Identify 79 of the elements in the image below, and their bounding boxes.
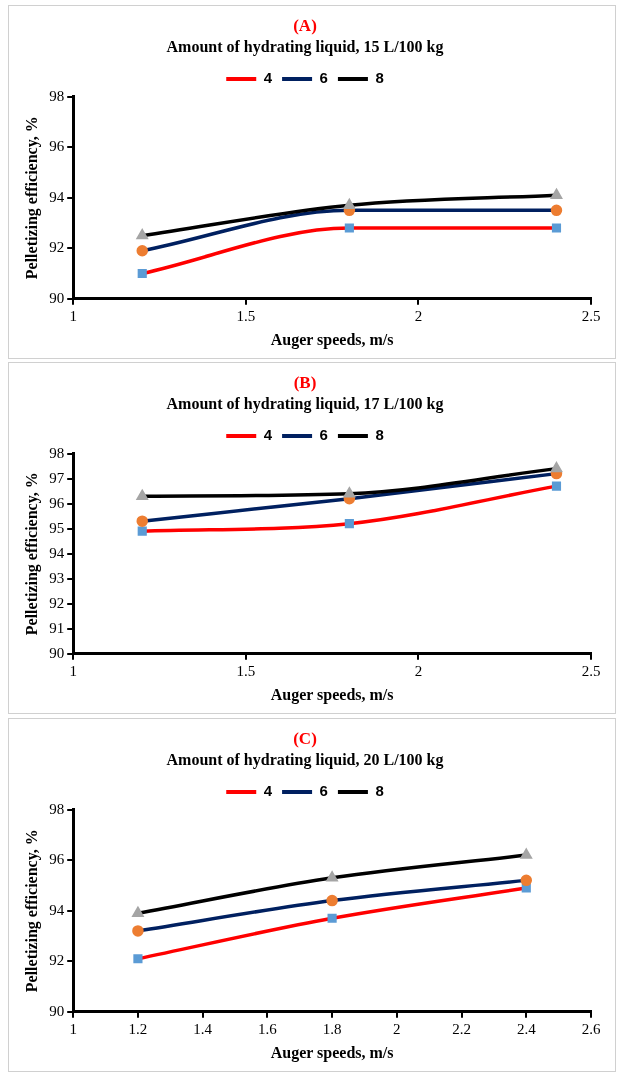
point	[327, 913, 337, 923]
y-tick-label: 90	[49, 1002, 65, 1019]
y-tick-label: 95	[49, 519, 65, 536]
point	[551, 223, 562, 233]
point	[344, 199, 355, 210]
point	[551, 189, 562, 199]
y-tick-label: 97	[49, 469, 65, 486]
point	[344, 223, 354, 233]
y-tick-label: 90	[49, 644, 65, 661]
y-tick-label: 94	[49, 544, 65, 561]
point	[136, 245, 148, 257]
point	[133, 954, 143, 964]
y-axis-title: Pelletizing efficiency, %	[22, 116, 41, 280]
legend-label: 6	[319, 426, 328, 444]
x-tick-label: 2.2	[452, 1020, 471, 1037]
chart-title: (B)	[293, 372, 317, 392]
y-tick-label: 94	[49, 188, 65, 205]
x-tick-label: 1.2	[128, 1020, 148, 1037]
legend-label: 4	[263, 426, 273, 444]
x-tick-label: 1	[69, 307, 77, 324]
point	[132, 925, 144, 937]
y-tick-label: 94	[49, 901, 65, 918]
point	[344, 519, 354, 529]
y-tick-label: 90	[49, 289, 65, 306]
chart-subtitle: Amount of hydrating liquid, 20 L/100 kg	[166, 751, 444, 770]
point	[520, 874, 533, 887]
y-tick-label: 96	[49, 138, 65, 155]
y-tick-label: 92	[49, 952, 65, 969]
point	[551, 462, 562, 473]
legend-label: 8	[375, 69, 384, 87]
chart-subtitle: Amount of hydrating liquid, 15 L/100 kg	[166, 38, 444, 57]
point	[551, 481, 562, 491]
x-tick-label: 1.6	[258, 1020, 278, 1037]
point	[550, 204, 563, 217]
chart-title: (C)	[293, 728, 317, 748]
x-axis-title: Auger speeds, m/s	[270, 330, 394, 349]
y-tick-label: 93	[49, 569, 65, 586]
x-tick-label: 2	[414, 307, 423, 324]
point	[137, 526, 147, 536]
y-tick-label: 96	[49, 851, 65, 868]
point	[137, 229, 148, 240]
x-tick-label: 1.5	[236, 307, 256, 324]
point	[326, 894, 338, 907]
point	[521, 883, 531, 893]
x-axis-title: Auger speeds, m/s	[270, 1043, 394, 1062]
y-axis-title: Pelletizing efficiency, %	[22, 829, 41, 993]
x-tick-label: 2.5	[581, 662, 601, 679]
x-axis-title: Auger speeds, m/s	[270, 685, 394, 704]
x-tick-label: 2.4	[516, 1020, 537, 1037]
x-tick-label: 1	[69, 662, 77, 679]
legend-label: 6	[319, 782, 328, 800]
y-tick-label: 92	[49, 239, 65, 256]
legend-label: 4	[263, 69, 273, 87]
point	[136, 515, 148, 527]
point	[132, 907, 144, 917]
y-tick-label: 92	[49, 594, 65, 611]
chart-subtitle: Amount of hydrating liquid, 17 L/100 kg	[166, 395, 444, 414]
x-tick-label: 2	[414, 662, 423, 679]
y-tick-label: 98	[49, 444, 65, 461]
y-tick-label: 96	[49, 494, 65, 511]
point	[137, 268, 147, 279]
legend-label: 6	[319, 69, 328, 87]
legend-label: 8	[375, 426, 384, 444]
x-tick-label: 2.5	[581, 307, 601, 324]
x-tick-label: 1	[69, 1020, 77, 1037]
y-tick-label: 98	[49, 800, 65, 817]
chart-title: (A)	[293, 15, 317, 35]
x-tick-label: 2.6	[581, 1020, 601, 1037]
y-tick-label: 98	[49, 87, 65, 104]
y-tick-label: 91	[49, 619, 65, 636]
x-tick-label: 1.5	[236, 662, 256, 679]
legend-label: 4	[263, 782, 273, 800]
x-tick-label: 1.4	[193, 1020, 213, 1037]
x-tick-label: 1.8	[322, 1020, 342, 1037]
y-axis-title: Pelletizing efficiency, %	[22, 472, 41, 636]
legend-label: 8	[375, 782, 384, 800]
x-tick-label: 2	[393, 1020, 401, 1037]
point	[344, 487, 355, 498]
point	[137, 490, 148, 500]
